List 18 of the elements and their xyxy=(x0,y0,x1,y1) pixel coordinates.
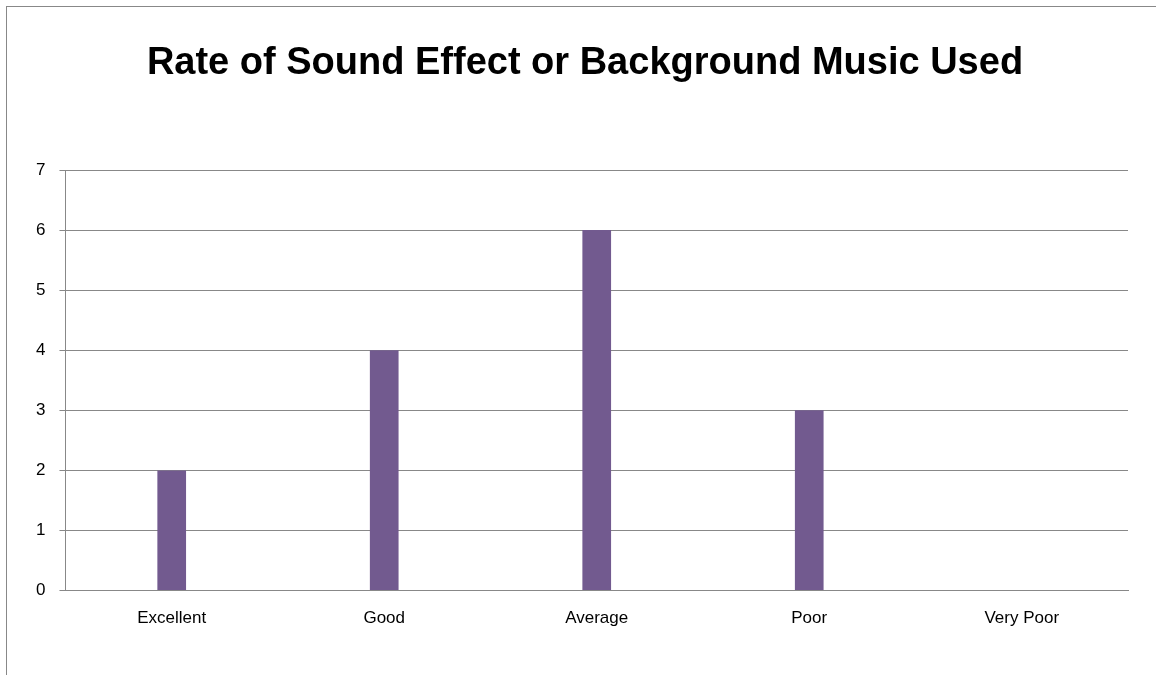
x-tick-label: Good xyxy=(363,608,406,628)
y-tick-label: 4 xyxy=(35,339,46,359)
bar xyxy=(582,230,612,591)
y-tick-label: 0 xyxy=(35,580,46,600)
bar xyxy=(157,470,187,591)
y-tick-label: 5 xyxy=(35,279,46,299)
chart-title: Rate of Sound Effect or Background Music Used xyxy=(145,39,1025,84)
bar xyxy=(794,410,824,591)
y-tick-label: 3 xyxy=(35,400,46,420)
y-tick-label: 7 xyxy=(35,159,46,179)
x-tick-label: Average xyxy=(565,608,629,628)
bar xyxy=(369,350,399,591)
x-tick-label: Poor xyxy=(791,608,828,628)
y-tick-label: 2 xyxy=(35,460,46,480)
y-tick-label: 1 xyxy=(35,520,46,540)
y-tick-label: 6 xyxy=(35,219,46,239)
x-tick-label: Very Poor xyxy=(984,608,1060,628)
x-tick-label: Excellent xyxy=(137,608,207,628)
